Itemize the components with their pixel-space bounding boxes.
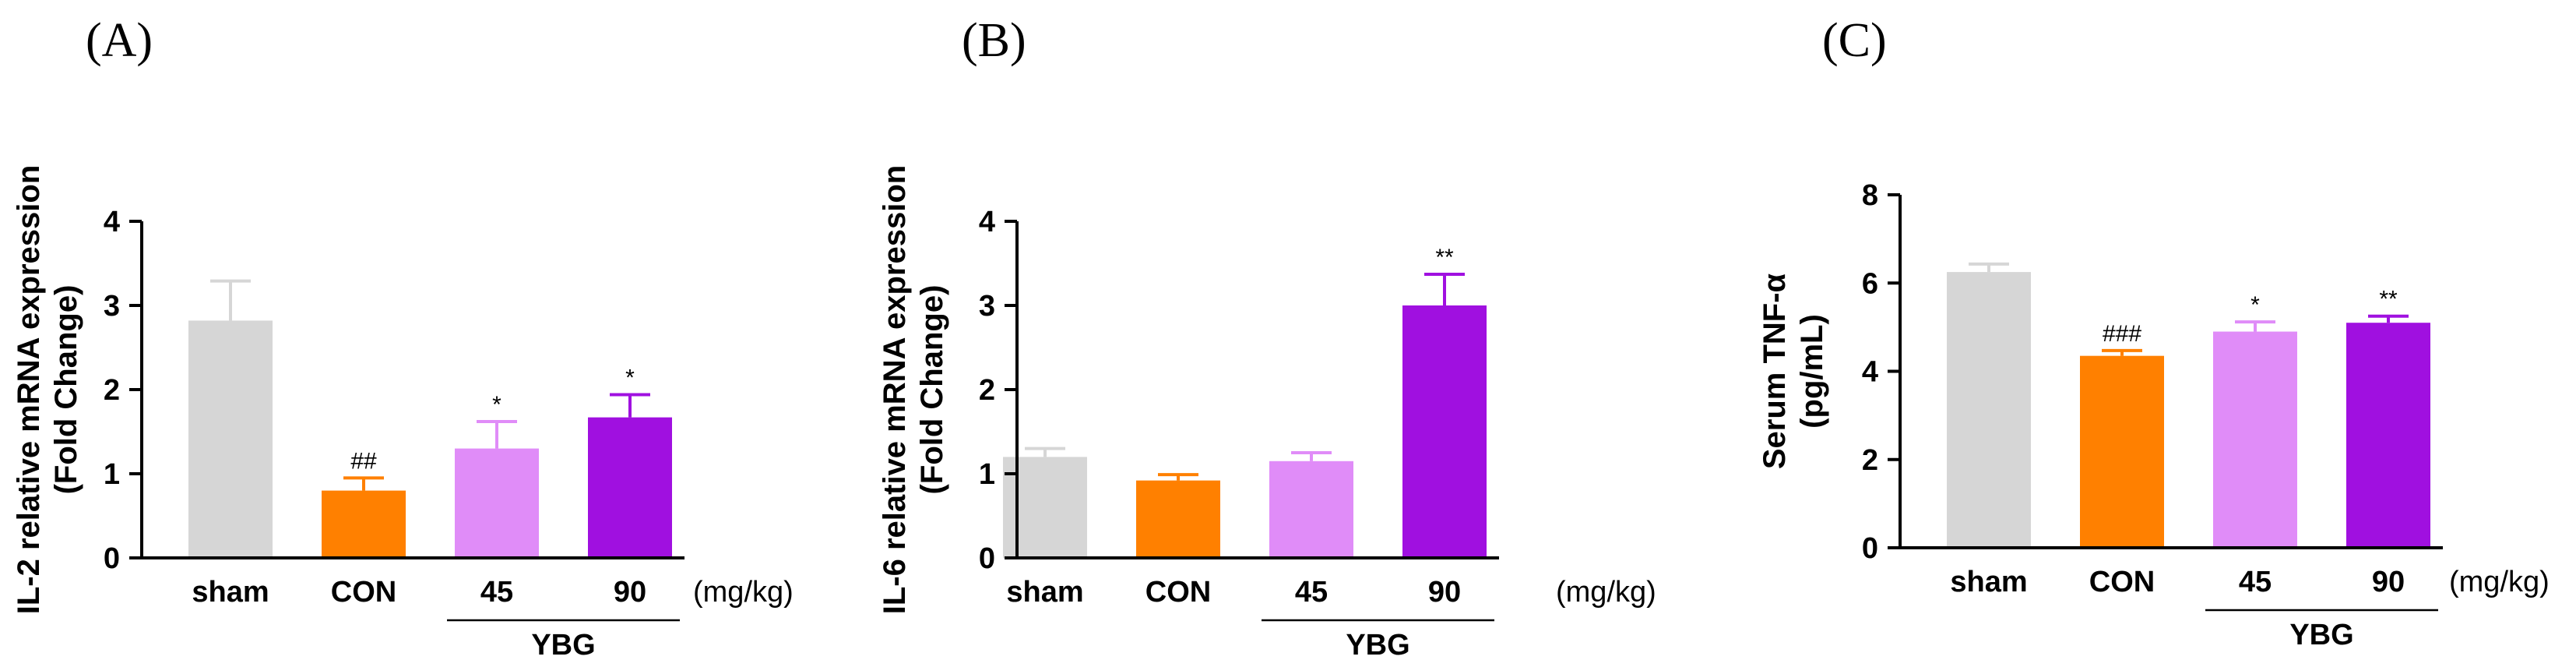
- chart-panel-2: (B) IL-6 relative mRNA expression (Fold Ch…: [878, 14, 1656, 662]
- y-tick-label: 6: [1862, 267, 1878, 300]
- x-tick-label: CON: [2089, 566, 2155, 598]
- y-tick-label: 4: [1862, 356, 1878, 389]
- significance-mark: **: [1435, 245, 1454, 270]
- bar-CON: [1136, 480, 1220, 558]
- x-tick-label: 90: [614, 576, 646, 609]
- x-tick-label: sham: [1950, 566, 2027, 598]
- bar-CON: [2080, 355, 2164, 548]
- y-tick-label: 3: [979, 290, 995, 323]
- bar-sham: [1947, 272, 2031, 548]
- panel-label: (C): [1822, 14, 1887, 67]
- bar-90: [2346, 323, 2430, 548]
- y-axis-label: Serum TNF-α: [1758, 273, 1792, 469]
- panel-label: (B): [962, 14, 1026, 67]
- y-tick-label: 0: [979, 542, 995, 575]
- y-tick-label: 0: [1862, 532, 1878, 565]
- y-tick-label: 2: [1862, 444, 1878, 477]
- group-label: YBG: [2289, 619, 2353, 651]
- x-tick-label: 90: [1428, 576, 1461, 609]
- x-tick-label: CON: [331, 576, 396, 609]
- y-tick-label: 4: [979, 206, 995, 238]
- significance-mark: *: [492, 392, 501, 418]
- x-tick-label: CON: [1145, 576, 1211, 609]
- significance-mark: ###: [2103, 321, 2141, 347]
- bar-45: [1269, 461, 1353, 558]
- y-axis-label-unit: (Fold Change): [915, 285, 949, 495]
- group-label: YBG: [1346, 629, 1409, 662]
- x-tick-label: 45: [1295, 576, 1328, 609]
- y-axis-label-unit: (Fold Change): [49, 285, 83, 495]
- bar-CON: [322, 490, 406, 558]
- y-tick-label: 3: [104, 290, 120, 323]
- y-tick-label: 1: [979, 458, 995, 491]
- x-tick-label: 45: [480, 576, 513, 609]
- significance-mark: *: [625, 365, 635, 390]
- unit-label: (mg/kg): [1556, 576, 1656, 609]
- bar-45: [2213, 331, 2297, 548]
- group-label: YBG: [531, 629, 595, 662]
- y-tick-label: 0: [104, 542, 120, 575]
- x-tick-label: sham: [192, 576, 269, 609]
- panel-label: (A): [86, 14, 153, 67]
- significance-mark: **: [2379, 287, 2398, 312]
- y-axis-label: IL-6 relative mRNA expression: [878, 165, 912, 615]
- bar-45: [455, 448, 539, 558]
- chart-panel-1: (A) IL-2 relative mRNA expression (Fold Ch…: [12, 14, 794, 662]
- unit-label: (mg/kg): [693, 576, 794, 609]
- y-axis-label-unit: (pg/mL): [1795, 314, 1829, 429]
- x-tick-label: sham: [1006, 576, 1083, 609]
- y-tick-label: 2: [104, 374, 120, 407]
- y-axis-label: IL-2 relative mRNA expression: [12, 165, 46, 615]
- unit-label: (mg/kg): [2449, 566, 2550, 598]
- y-tick-label: 2: [979, 374, 995, 407]
- x-tick-label: 90: [2372, 566, 2405, 598]
- significance-mark: ##: [350, 448, 377, 474]
- significance-mark: *: [2250, 292, 2260, 318]
- y-tick-label: 1: [104, 458, 120, 491]
- bar-sham: [188, 320, 273, 558]
- x-tick-label: 45: [2239, 566, 2272, 598]
- y-tick-label: 8: [1862, 179, 1878, 212]
- y-tick-label: 4: [104, 206, 120, 238]
- bar-90: [588, 417, 672, 558]
- bar-90: [1402, 305, 1487, 558]
